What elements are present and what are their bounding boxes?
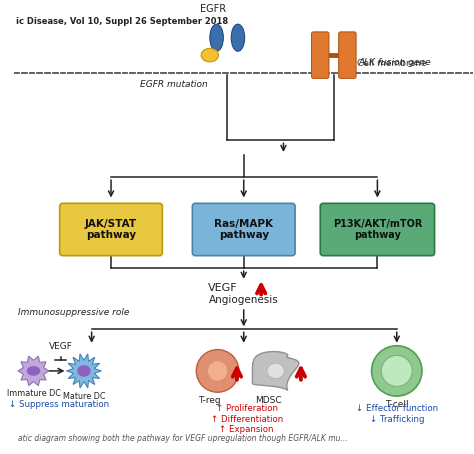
Ellipse shape — [210, 24, 223, 51]
Ellipse shape — [77, 365, 91, 377]
Text: MDSC: MDSC — [255, 396, 281, 405]
Text: Mature DC: Mature DC — [63, 392, 105, 401]
Text: JAK/STAT
pathway: JAK/STAT pathway — [85, 219, 137, 240]
Text: Angiogenesis: Angiogenesis — [209, 295, 279, 305]
Text: ↓ Suppress maturation: ↓ Suppress maturation — [9, 400, 109, 409]
Text: Immature DC: Immature DC — [7, 390, 61, 398]
Circle shape — [372, 346, 422, 396]
Ellipse shape — [201, 48, 219, 62]
Text: VEGF: VEGF — [208, 282, 237, 293]
Ellipse shape — [27, 366, 40, 376]
Text: EGFR: EGFR — [200, 5, 226, 15]
Text: T-cell: T-cell — [385, 400, 409, 409]
Text: ↓ Trafficking: ↓ Trafficking — [370, 415, 424, 424]
Text: Immunosuppressive role: Immunosuppressive role — [18, 308, 129, 317]
Text: ↑ Expansion: ↑ Expansion — [219, 425, 274, 434]
Circle shape — [196, 350, 239, 392]
FancyBboxPatch shape — [60, 203, 163, 256]
Circle shape — [381, 355, 412, 386]
FancyBboxPatch shape — [192, 203, 295, 256]
Ellipse shape — [231, 24, 245, 51]
FancyBboxPatch shape — [311, 32, 329, 79]
Text: ↑ Differentiation: ↑ Differentiation — [210, 415, 283, 424]
Text: P13K/AKT/mTOR
pathway: P13K/AKT/mTOR pathway — [333, 219, 422, 240]
Ellipse shape — [267, 363, 284, 379]
Text: EGFR mutation: EGFR mutation — [140, 80, 208, 89]
Text: atic diagram showing both the pathway for VEGF upregulation though EGFR/ALK mu..: atic diagram showing both the pathway fo… — [18, 434, 347, 443]
FancyBboxPatch shape — [320, 203, 435, 256]
Text: Cell membrane: Cell membrane — [357, 59, 427, 68]
Polygon shape — [18, 356, 49, 385]
Text: ALK fusion gene: ALK fusion gene — [358, 59, 431, 67]
Text: ic Disease, Vol 10, Suppl 26 September 2018: ic Disease, Vol 10, Suppl 26 September 2… — [16, 17, 228, 26]
Text: ↑ Proliferation: ↑ Proliferation — [216, 404, 278, 413]
FancyBboxPatch shape — [338, 32, 356, 79]
Text: VEGF: VEGF — [49, 341, 73, 350]
Polygon shape — [253, 351, 299, 390]
Circle shape — [208, 361, 227, 380]
Text: T-reg: T-reg — [199, 396, 221, 405]
Text: ↓ Effector function: ↓ Effector function — [356, 404, 438, 413]
Text: Ras/MAPK
pathway: Ras/MAPK pathway — [214, 219, 273, 240]
Polygon shape — [66, 354, 101, 388]
